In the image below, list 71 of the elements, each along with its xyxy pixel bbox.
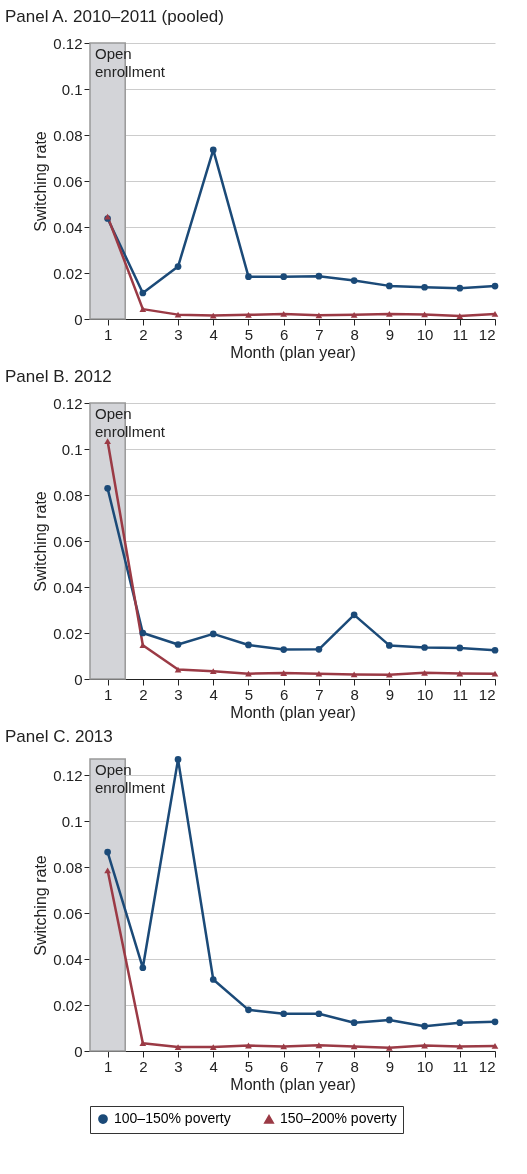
x-tick-label: 2: [139, 325, 148, 343]
x-tick-label: 11: [452, 325, 469, 343]
x-tick-label: 12: [478, 325, 496, 343]
x-tick-label: 7: [315, 325, 324, 343]
x-tick-label: 8: [350, 685, 359, 703]
x-tick-label: 9: [385, 1057, 395, 1075]
y-tick-label: 0.02: [53, 996, 83, 1014]
chart-title: Panel C. 2013: [5, 727, 113, 747]
x-tick-label: 11: [452, 685, 469, 703]
y-tick-label: 0.04: [53, 950, 83, 968]
y-tick-label: 0.06: [53, 172, 83, 190]
x-tick-label: 6: [280, 1057, 289, 1075]
band-label: Open enrollment: [95, 761, 166, 796]
x-tick-label: 9: [385, 685, 395, 703]
x-tick-label: 2: [139, 1057, 148, 1075]
x-tick-label: 1: [103, 325, 113, 343]
y-tick-label: 0.12: [53, 394, 83, 412]
y-tick-label: 0: [74, 1042, 83, 1060]
chart-title: Panel A. 2010–2011 (pooled): [5, 7, 224, 26]
x-tick-label: 12: [478, 685, 496, 703]
x-tick-label: 5: [244, 685, 254, 703]
x-tick-label: 5: [244, 1057, 254, 1075]
x-tick-label: 4: [209, 1057, 218, 1075]
y-tick-label: 0.08: [53, 858, 83, 876]
x-tick-label: 3: [174, 1057, 183, 1075]
x-axis-title: Month (plan year): [230, 1075, 356, 1093]
x-axis-title: Month (plan year): [230, 343, 356, 361]
x-axis-title: Month (plan year): [230, 703, 356, 721]
y-tick-label: 0.04: [53, 578, 83, 596]
y-tick-label: 0.1: [61, 80, 83, 98]
x-tick-label: 9: [385, 325, 395, 343]
y-tick-label: 0.08: [53, 126, 83, 144]
legend-label: 150–200% poverty: [280, 1110, 397, 1127]
y-tick-label: 0.06: [53, 532, 83, 550]
band-label: Open enrollment: [95, 405, 166, 440]
x-tick-label: 12: [478, 1057, 496, 1075]
y-tick-label: 0.12: [53, 766, 83, 784]
chart-title: Panel B. 2012: [5, 367, 112, 386]
x-tick-label: 3: [174, 685, 183, 703]
y-tick-label: 0.06: [53, 904, 83, 922]
y-tick-label: 0.1: [61, 812, 83, 830]
x-tick-label: 6: [280, 325, 289, 343]
x-tick-label: 7: [315, 685, 324, 703]
x-tick-label: 8: [350, 325, 359, 343]
y-tick-label: 0.08: [53, 486, 83, 504]
x-tick-label: 10: [416, 685, 434, 703]
y-tick-label: 0.02: [53, 624, 83, 642]
y-tick-label: 0: [74, 670, 83, 688]
x-tick-label: 7: [315, 1057, 324, 1075]
x-tick-label: 4: [209, 325, 218, 343]
x-tick-label: 10: [416, 1057, 434, 1075]
x-tick-label: 2: [139, 685, 148, 703]
y-tick-label: 0.04: [53, 218, 83, 236]
band-label: Open enrollment: [95, 45, 166, 80]
y-axis-title: Switching rate: [32, 491, 50, 592]
legend-label: 100–150% poverty: [114, 1110, 231, 1127]
y-tick-label: 0.12: [53, 34, 83, 52]
y-axis-title: Switching rate: [32, 131, 50, 232]
x-tick-label: 11: [452, 1057, 469, 1075]
x-tick-label: 5: [244, 325, 254, 343]
x-tick-label: 6: [280, 685, 289, 703]
y-axis-title: Switching rate: [32, 855, 50, 956]
y-tick-label: 0.02: [53, 264, 83, 282]
y-tick-label: 0.1: [61, 440, 83, 458]
x-tick-label: 8: [350, 1057, 359, 1075]
x-tick-label: 4: [209, 685, 218, 703]
y-tick-label: 0: [74, 310, 83, 328]
x-tick-label: 10: [416, 325, 434, 343]
x-tick-label: 1: [103, 685, 113, 703]
x-tick-label: 1: [103, 1057, 113, 1075]
x-tick-label: 3: [174, 325, 183, 343]
